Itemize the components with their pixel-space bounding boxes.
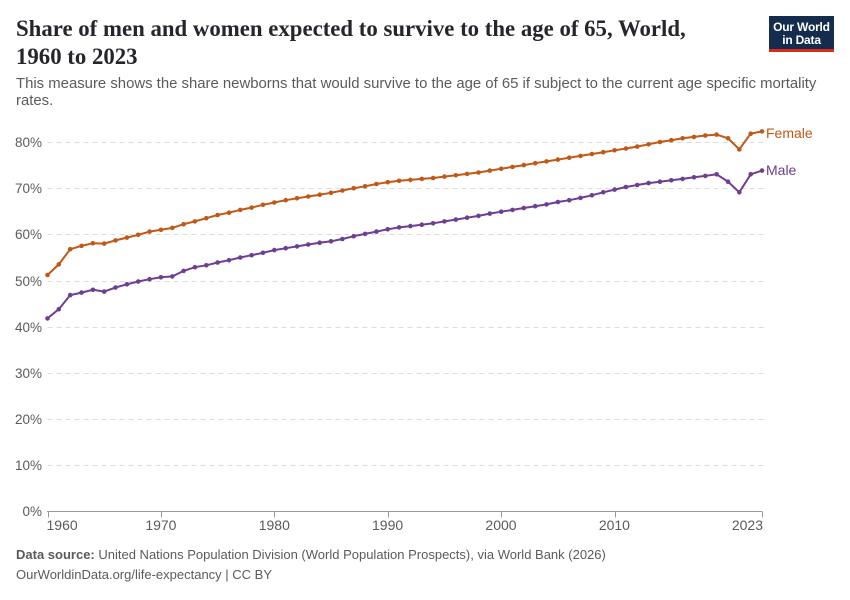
svg-text:2023: 2023 (732, 517, 763, 533)
svg-text:1960: 1960 (47, 517, 78, 533)
svg-text:Female: Female (766, 125, 813, 141)
svg-text:80%: 80% (15, 135, 42, 150)
svg-text:70%: 70% (15, 181, 42, 196)
svg-text:2000: 2000 (485, 517, 516, 533)
svg-text:Male: Male (766, 162, 797, 178)
svg-text:0%: 0% (22, 504, 42, 519)
svg-text:60%: 60% (15, 227, 42, 242)
svg-text:50%: 50% (15, 274, 42, 289)
svg-text:40%: 40% (15, 320, 42, 335)
svg-text:1990: 1990 (372, 517, 403, 533)
svg-text:10%: 10% (15, 458, 42, 473)
svg-text:30%: 30% (15, 366, 42, 381)
svg-text:2010: 2010 (599, 517, 630, 533)
svg-text:20%: 20% (15, 412, 42, 427)
svg-text:1980: 1980 (259, 517, 290, 533)
svg-text:1970: 1970 (145, 517, 176, 533)
